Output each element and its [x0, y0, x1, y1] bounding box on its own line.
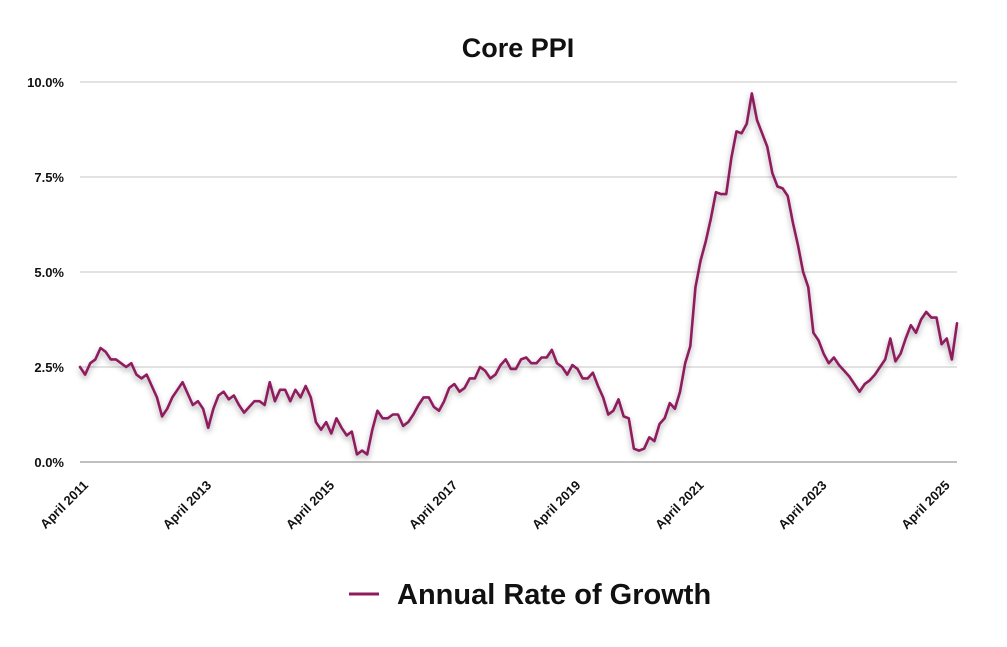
y-tick-label: 5.0%	[34, 265, 64, 280]
y-tick-label: 0.0%	[34, 455, 64, 470]
y-tick-label: 10.0%	[27, 75, 64, 90]
chart-title: Core PPI	[462, 33, 575, 63]
series-line-annual-rate-of-growth	[78, 92, 959, 456]
x-tick-label: April 2011	[37, 478, 91, 532]
series-layer	[78, 92, 959, 456]
legend: Annual Rate of Growth	[349, 579, 711, 611]
x-tick-label: April 2019	[529, 478, 584, 533]
x-tick-label: April 2013	[160, 478, 215, 533]
x-tick-label: April 2023	[775, 478, 830, 533]
x-tick-label: April 2025	[898, 478, 953, 533]
legend-label-annual-rate-of-growth: Annual Rate of Growth	[397, 579, 711, 611]
x-tick-label: April 2021	[652, 478, 707, 533]
y-tick-label: 7.5%	[34, 170, 64, 185]
x-tick-label: April 2017	[406, 478, 461, 533]
x-tick-label: April 2015	[283, 478, 338, 533]
x-axis-tick-labels: April 2011 April 2013 April 2015 April 2017…	[37, 478, 953, 533]
grid-lines	[80, 81, 957, 463]
y-axis-tick-labels: 0.0% 2.5% 5.0% 7.5% 10.0%	[27, 75, 64, 470]
y-tick-label: 2.5%	[34, 360, 64, 375]
